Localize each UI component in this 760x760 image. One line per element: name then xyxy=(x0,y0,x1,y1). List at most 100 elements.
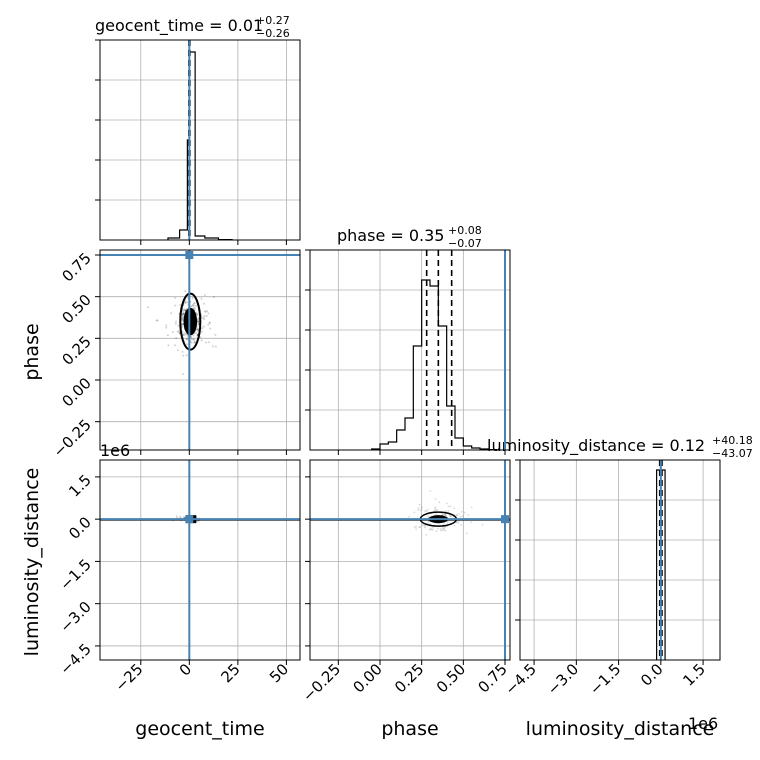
title-luminosity-distance: luminosity_distance = 0.12 xyxy=(487,436,705,456)
sample-point xyxy=(195,332,198,335)
sample-point xyxy=(460,511,463,513)
tick-label-x: −25 xyxy=(111,660,146,695)
sample-point xyxy=(174,322,177,325)
xlabel-luminosity-distance: luminosity_distance xyxy=(526,718,715,740)
sample-point xyxy=(165,326,168,329)
sample-point xyxy=(431,526,434,529)
sample-point xyxy=(184,301,187,304)
sample-point xyxy=(181,309,184,312)
sample-point xyxy=(418,503,421,506)
sample-point xyxy=(470,506,473,509)
sample-point xyxy=(181,316,184,319)
panel-hist-luminosity-distance-content xyxy=(656,460,666,660)
sample-point xyxy=(191,297,194,300)
sample-point xyxy=(181,315,184,318)
panel-2d-geocent-time-vs-phase-content xyxy=(100,250,300,450)
panel-2d-geocent-time-vs-phase xyxy=(99,249,301,451)
sample-point xyxy=(181,313,184,316)
tick-label-x: 0.25 xyxy=(391,660,427,696)
sample-point xyxy=(443,528,446,531)
sample-point xyxy=(459,515,462,518)
tick-label-y: 0.50 xyxy=(58,291,94,327)
sample-point xyxy=(437,527,439,530)
histogram-step xyxy=(371,279,498,450)
sample-point xyxy=(446,525,449,528)
sample-point xyxy=(435,530,438,533)
title-geocent-time-sub: −0.26 xyxy=(256,27,290,40)
sample-point xyxy=(182,354,185,357)
sample-point xyxy=(197,321,200,324)
sample-point xyxy=(457,522,460,525)
sample-point xyxy=(446,520,449,523)
sample-point xyxy=(199,336,202,339)
sample-point xyxy=(197,318,200,321)
sample-point xyxy=(179,304,182,307)
sample-point xyxy=(178,332,181,335)
title-luminosity-distance-sup: +40.18 xyxy=(712,434,753,447)
panel-2d-geocent-time-vs-luminosity-distance-frame xyxy=(99,459,301,661)
sample-point xyxy=(186,301,189,304)
sample-point xyxy=(413,511,416,514)
sample-point xyxy=(202,316,205,319)
tick-label-x: −0.25 xyxy=(299,660,344,705)
panel-hist-luminosity-distance-frame xyxy=(519,459,721,661)
panel-hist-phase xyxy=(309,249,511,451)
title-geocent-time-sup: +0.27 xyxy=(256,14,290,27)
sample-point xyxy=(193,341,196,344)
sample-point xyxy=(203,325,206,328)
tick-label-x: 50 xyxy=(266,660,292,686)
sample-point xyxy=(453,524,456,527)
sample-point xyxy=(196,328,199,331)
ylabel-luminosity-distance: luminosity_distance xyxy=(21,468,43,657)
sample-point xyxy=(183,309,186,312)
panel-hist-phase-frame xyxy=(309,249,511,451)
sample-point xyxy=(461,515,464,518)
sample-point xyxy=(146,306,149,309)
sample-point xyxy=(434,506,437,509)
tick-label-x: 25 xyxy=(217,660,243,686)
panel-2d-geocent-time-vs-luminosity-distance-content xyxy=(100,460,300,660)
tick-label-y: −4.5 xyxy=(56,640,94,678)
sample-point xyxy=(181,317,184,320)
sample-point xyxy=(425,510,428,513)
tick-label-y: −1.5 xyxy=(56,556,94,594)
sample-point xyxy=(436,508,439,511)
sample-point xyxy=(190,336,193,339)
title-phase: phase = 0.35 xyxy=(337,226,444,245)
sample-point xyxy=(179,515,182,518)
sample-point xyxy=(203,310,206,313)
sample-point xyxy=(181,318,184,321)
sample-point xyxy=(175,515,178,518)
tick-label-y: −0.25 xyxy=(50,416,95,461)
sample-point xyxy=(185,308,188,311)
sample-point xyxy=(424,526,426,529)
tick-label-y: 0.0 xyxy=(65,513,95,543)
sample-point xyxy=(209,327,212,330)
sample-point xyxy=(429,490,432,492)
sample-point xyxy=(449,515,452,517)
sample-point xyxy=(424,524,427,527)
sample-point xyxy=(181,313,184,316)
sample-point xyxy=(196,520,198,523)
sample-point xyxy=(455,514,458,517)
sample-point xyxy=(174,304,177,307)
sample-point xyxy=(204,310,207,313)
tick-label-x: 1.5 xyxy=(679,660,709,690)
sample-point xyxy=(445,502,448,505)
sample-point xyxy=(171,331,174,334)
offset-label-x: 1e6 xyxy=(688,714,718,733)
sample-point xyxy=(185,338,188,341)
sample-point xyxy=(196,328,199,331)
panel-hist-luminosity-distance xyxy=(519,459,721,661)
sample-point xyxy=(447,505,450,508)
sample-point xyxy=(196,319,199,322)
title-phase-sub: −0.07 xyxy=(448,237,482,250)
xlabel-phase: phase xyxy=(381,718,438,740)
sample-point xyxy=(430,528,432,531)
sample-point xyxy=(194,307,197,310)
sample-point xyxy=(435,509,438,512)
sample-point xyxy=(202,302,205,305)
sample-point xyxy=(419,526,421,529)
sample-point xyxy=(192,302,195,305)
